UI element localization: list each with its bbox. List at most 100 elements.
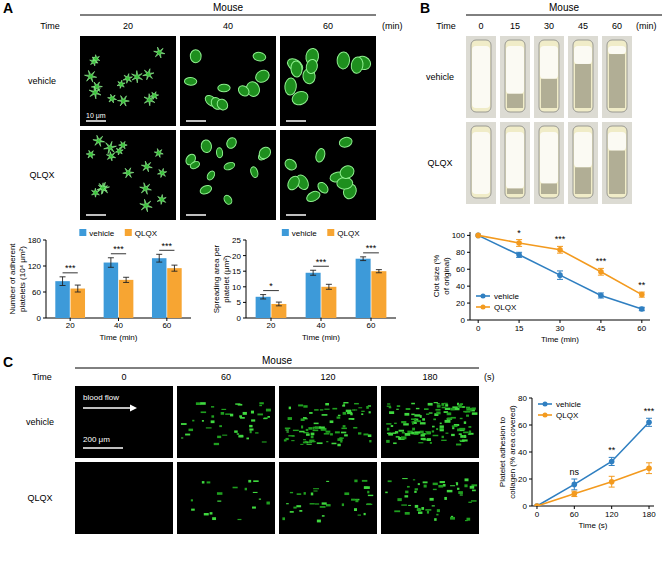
error-bar [557, 246, 563, 253]
platelet [314, 147, 326, 163]
panel-letter: A [3, 0, 13, 16]
platelet-fleck [454, 408, 459, 410]
platelet-fleck [330, 433, 333, 435]
platelet-fleck [451, 434, 455, 436]
platelet [97, 182, 109, 194]
platelet-fleck [444, 497, 447, 500]
platelet [200, 139, 212, 153]
platelet-fleck [282, 517, 285, 520]
platelet-fleck [314, 409, 319, 410]
y-tick [43, 240, 46, 241]
platelet [290, 89, 310, 107]
platelet-fleck [465, 520, 468, 521]
platelet [86, 150, 95, 158]
y-tick [467, 235, 470, 236]
plot-marks [256, 257, 387, 318]
platelet [338, 164, 356, 181]
tube [539, 126, 559, 198]
platelet-fleck [317, 520, 321, 523]
y-tick [529, 479, 532, 480]
platelet-fleck [440, 425, 444, 427]
error-bar [326, 284, 332, 289]
time-value: 60 [323, 21, 333, 31]
platelet-fleck [290, 511, 294, 513]
platelet [154, 47, 165, 58]
plot-marks [475, 233, 644, 312]
tube-photo [534, 122, 564, 204]
platelet-fleck [401, 504, 407, 505]
x-tick-label: 20 [267, 321, 276, 330]
platelet-fleck [303, 405, 307, 407]
significance: *** [555, 234, 566, 244]
y-tick [529, 425, 532, 426]
error-bar [171, 265, 177, 271]
platelet-fleck [440, 423, 442, 425]
significance: *** [162, 241, 173, 251]
platelet-fleck [287, 431, 289, 432]
platelet-fleck [237, 433, 239, 434]
y-tick [243, 318, 246, 319]
platelet-fleck [433, 483, 438, 485]
platelet-fleck [315, 503, 319, 504]
x-tick [649, 506, 650, 509]
x-tick [600, 320, 601, 323]
platelet-fleck [337, 416, 341, 418]
flow-arrowhead [130, 405, 137, 412]
error-bar [376, 270, 382, 273]
platelet-fleck [343, 403, 345, 406]
point [609, 459, 615, 465]
platelet-fleck [443, 484, 446, 487]
platelet-fleck [237, 519, 241, 520]
error-bar [75, 285, 81, 292]
time-value: 180 [422, 372, 437, 382]
platelet-fleck [369, 440, 371, 442]
error-bar [598, 268, 604, 275]
platelet [189, 160, 201, 170]
platelet-fleck [364, 486, 370, 489]
scale-bar [286, 214, 306, 216]
clot [574, 132, 592, 167]
point [475, 233, 481, 239]
platelet-fleck [450, 485, 455, 486]
platelet-fleck [468, 426, 471, 428]
legend: vehicleQLQX [79, 229, 157, 238]
platelet-fleck [322, 515, 325, 517]
x-tick-label: 0 [535, 510, 540, 519]
tube-photo [568, 122, 598, 204]
micrograph [381, 462, 479, 534]
platelet-fleck [415, 505, 418, 508]
platelet-fleck [204, 513, 209, 515]
platelet-fleck [401, 421, 406, 423]
series-line [537, 468, 649, 506]
platelet-fleck [257, 413, 263, 415]
significance: * [269, 281, 273, 291]
clot [574, 46, 592, 64]
platelet-fleck [415, 488, 418, 490]
error-bar [598, 293, 604, 298]
platelet-fleck [389, 407, 392, 409]
platelet-fleck [240, 417, 245, 419]
platelet [141, 161, 152, 172]
y-tick-label: 120 [28, 262, 42, 271]
y-axis-title-line: Clot size (% [432, 255, 441, 298]
platelet-fleck [320, 409, 323, 410]
point [646, 465, 652, 471]
platelet-fleck [401, 436, 406, 439]
platelet-fleck [391, 425, 393, 427]
time-value: 60 [221, 372, 231, 382]
platelet-fleck [450, 517, 455, 520]
y-axis-title: Clot size (%of original) [432, 255, 451, 298]
platelet-fleck [326, 481, 329, 482]
platelet-fleck [335, 431, 340, 433]
platelet-fleck [426, 413, 429, 414]
y-tick [467, 303, 470, 304]
y-tick-label: 0 [37, 314, 42, 323]
platelet-fleck [417, 508, 421, 510]
y-axis [246, 240, 247, 318]
platelet-fleck [408, 505, 411, 506]
micrograph [177, 462, 275, 534]
platelet-fleck [266, 502, 269, 505]
serum [541, 183, 557, 194]
platelet-fleck [339, 437, 341, 439]
platelet [223, 161, 236, 171]
